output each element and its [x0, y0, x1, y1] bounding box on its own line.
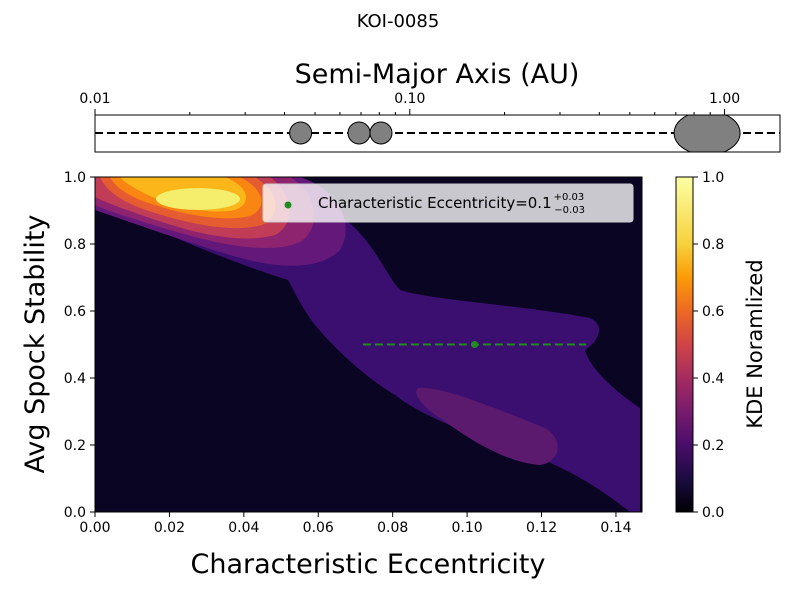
orbit-tick-label: 0.10	[394, 91, 425, 107]
colorbar: 0.0 0.2 0.4 0.6 0.8 1.0 KDE Noramlized	[675, 170, 767, 521]
x-tick-label: 0.08	[377, 520, 408, 536]
x-tick-label: 0.10	[452, 520, 483, 536]
kde-heatmap: Characteristic Eccentricity=0.1 +0.03 −0.0…	[20, 170, 643, 580]
figure-title: KOI-0085	[357, 11, 440, 32]
orbit-panel: Semi-Major Axis (AU) 0.01 0.10 1.00	[79, 59, 781, 153]
planet-marker	[369, 121, 393, 145]
x-axis-label: Characteristic Eccentricity	[191, 549, 546, 580]
colorbar-tick-label: 0.8	[702, 237, 724, 253]
eccentricity-point	[471, 341, 479, 348]
colorbar-tick-label: 0.0	[702, 505, 724, 521]
x-tick-label: 0.00	[79, 520, 110, 536]
colorbar-label: KDE Noramlized	[743, 259, 767, 428]
x-tick-label: 0.04	[228, 520, 259, 536]
colorbar-gradient	[675, 176, 694, 513]
planet-marker	[673, 115, 741, 152]
x-tick-label: 0.02	[154, 520, 185, 536]
heatmap-frame	[94, 176, 643, 513]
orbit-axis-label: Semi-Major Axis (AU)	[295, 59, 580, 90]
y-tick-label: 1.0	[64, 170, 86, 186]
x-tick-label: 0.12	[526, 520, 557, 536]
y-tick-label: 0.0	[64, 505, 86, 521]
legend-label: Characteristic Eccentricity=0.1 +0.03 −0.0…	[318, 192, 585, 216]
planet-marker	[289, 121, 313, 145]
y-ticks: 0.0 0.2 0.4 0.6 0.8 1.0	[64, 170, 95, 521]
x-tick-label: 0.06	[303, 520, 334, 536]
colorbar-tick-label: 0.2	[702, 438, 724, 454]
y-tick-label: 0.8	[64, 237, 86, 253]
colorbar-ticks: 0.0 0.2 0.4 0.6 0.8 1.0	[693, 170, 724, 521]
orbit-tick-label: 0.01	[79, 91, 110, 107]
x-tick-label: 0.14	[600, 520, 631, 536]
legend-sub: −0.03	[554, 205, 585, 216]
legend-sup: +0.03	[554, 192, 585, 203]
contour-peak	[156, 188, 240, 210]
colorbar-tick-label: 0.4	[702, 371, 724, 387]
x-ticks: 0.00 0.02 0.04 0.06 0.08 0.10 0.12 0.14	[79, 512, 632, 536]
contour-island	[416, 387, 558, 465]
y-tick-label: 0.4	[64, 371, 86, 387]
y-axis-label: Avg Spock Stability	[20, 215, 51, 474]
legend: Characteristic Eccentricity=0.1 +0.03 −0.0…	[262, 183, 634, 223]
legend-box	[262, 183, 634, 223]
planet-marker	[347, 121, 371, 145]
y-tick-label: 0.6	[64, 304, 86, 320]
colorbar-tick-label: 0.6	[702, 304, 724, 320]
orbit-ticks	[94, 109, 726, 115]
legend-marker	[284, 201, 292, 209]
orbit-tick-labels: 0.01 0.10 1.00	[79, 91, 740, 107]
orbit-panel-frame	[94, 114, 781, 153]
eccentricity-errorbar	[362, 341, 587, 348]
planet-markers	[289, 115, 741, 152]
orbit-tick-label: 1.00	[709, 91, 740, 107]
y-tick-label: 0.2	[64, 438, 86, 454]
colorbar-tick-label: 1.0	[702, 170, 724, 186]
